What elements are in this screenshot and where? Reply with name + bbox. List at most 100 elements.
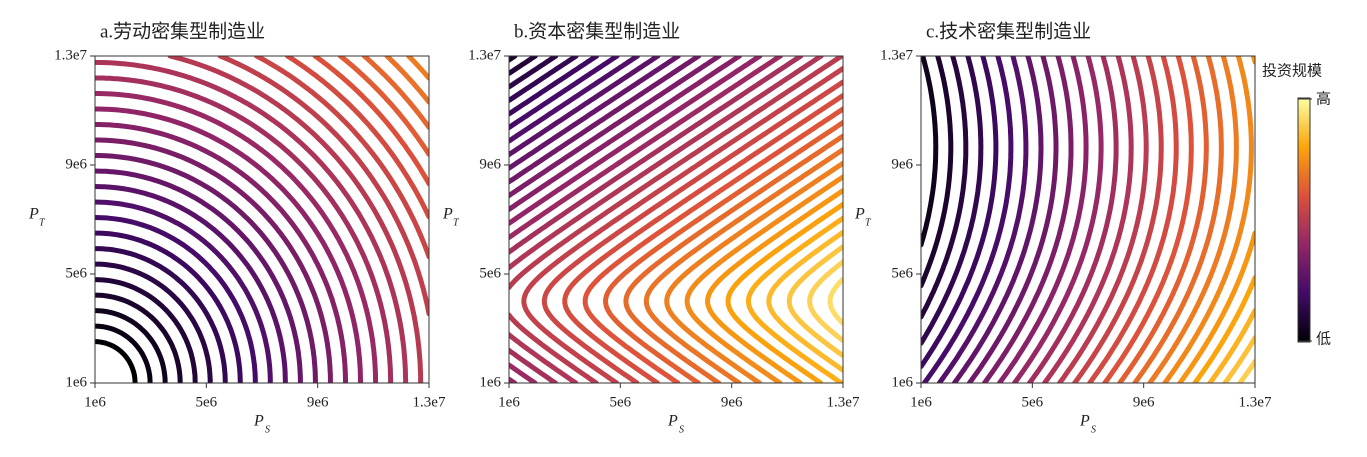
contour-line (384, 56, 429, 105)
contour-line (95, 261, 213, 383)
contours (921, 56, 1255, 383)
y-tick-label: 5e6 (65, 265, 87, 281)
contour-line (509, 56, 763, 383)
contour-line (406, 56, 429, 81)
contour-line (509, 56, 783, 383)
contour-line (921, 56, 1014, 383)
contour-line (1012, 56, 1104, 383)
x-tick-label: 9e6 (721, 394, 743, 410)
x-tick-label: 9e6 (1133, 394, 1155, 410)
contour-line (509, 56, 600, 117)
x-tick-label: 1.3e7 (827, 394, 860, 410)
y-axis-label-sub: T (39, 217, 46, 228)
contour-line (509, 56, 824, 383)
panel-title: c.技术密集型制造业 (926, 20, 1091, 42)
contour-line (921, 56, 999, 369)
x-axis-label-sub: S (1091, 424, 1096, 435)
contour-line (95, 137, 333, 383)
contour-line (1102, 56, 1194, 383)
contours (95, 56, 429, 383)
contour-line (684, 174, 843, 383)
contour-line (1042, 56, 1134, 383)
contour-line (95, 277, 198, 383)
x-axis-label: P (253, 413, 264, 430)
contour-line (1087, 56, 1179, 383)
contour-line (95, 308, 168, 383)
contour-line (921, 56, 939, 248)
contour-line (643, 147, 843, 383)
x-axis-label: P (667, 413, 678, 430)
contour-line (509, 56, 579, 103)
x-tick-label: 1.3e7 (413, 394, 446, 410)
contour-line (509, 56, 681, 171)
contour-line (603, 120, 843, 383)
contour-line (95, 230, 243, 383)
contour-line (623, 133, 843, 383)
contour-line (786, 244, 843, 359)
contour-line (1222, 335, 1255, 383)
y-tick-label: 5e6 (891, 265, 913, 281)
contour-line (766, 229, 843, 373)
x-tick-label: 1e6 (910, 394, 932, 410)
contour-line (95, 153, 318, 383)
contour-line (725, 201, 843, 383)
contour-line (337, 56, 429, 157)
contour-line (509, 56, 804, 383)
contour-line (807, 259, 843, 344)
contour-line (921, 56, 969, 320)
contour-line (997, 56, 1089, 383)
y-tick-label: 1e6 (479, 374, 501, 390)
y-axis-label-sub: T (865, 217, 872, 228)
x-tick-label: 1.3e7 (1239, 394, 1272, 410)
contour-line (1177, 56, 1255, 383)
contour-line (1147, 56, 1239, 383)
contour-line (95, 75, 394, 383)
contour-line (951, 56, 1044, 383)
contour-line (827, 276, 843, 326)
colorbar-high: 高 (1316, 90, 1331, 107)
contour-line (95, 246, 228, 383)
y-tick-label: 1.3e7 (880, 47, 913, 63)
y-tick-label: 9e6 (479, 156, 501, 172)
contour-line (95, 122, 348, 383)
plot-frame (508, 55, 844, 384)
contour-line (509, 56, 640, 144)
contour-line (95, 184, 288, 383)
contour-line (746, 215, 843, 383)
x-axis-label-sub: S (679, 424, 684, 435)
contour-line (509, 56, 620, 130)
x-tick-label: 5e6 (609, 394, 631, 410)
contour-line (95, 59, 409, 383)
x-tick-label: 5e6 (1021, 394, 1043, 410)
x-tick-label: 9e6 (307, 394, 329, 410)
contour-line (509, 56, 742, 212)
contour-line (966, 56, 1059, 383)
y-axis-label: P (854, 206, 865, 223)
x-tick-label: 5e6 (195, 394, 217, 410)
contour-line (1132, 56, 1224, 383)
contour-line (509, 56, 518, 63)
contour-line (95, 339, 138, 383)
contour-line (1027, 56, 1119, 383)
contour-line (95, 199, 273, 383)
y-axis-label-sub: T (453, 217, 460, 228)
panel-title: b.资本密集型制造业 (514, 20, 680, 42)
colorbar-low: 低 (1316, 330, 1331, 347)
contour-line (509, 56, 538, 76)
y-tick-label: 1.3e7 (54, 47, 87, 63)
contour-line (1162, 56, 1254, 383)
plot-frame (920, 55, 1256, 384)
contour-line (95, 168, 303, 383)
contour-line (582, 106, 843, 383)
y-tick-label: 9e6 (65, 156, 87, 172)
contour-line (254, 56, 429, 260)
contour-line (541, 79, 843, 383)
contours (509, 56, 843, 383)
y-tick-label: 5e6 (479, 265, 501, 281)
contour-line (361, 56, 429, 130)
contour-line (509, 56, 559, 90)
contour-line (95, 323, 153, 383)
colorbar (1297, 97, 1311, 343)
x-axis-label: P (1079, 413, 1090, 430)
